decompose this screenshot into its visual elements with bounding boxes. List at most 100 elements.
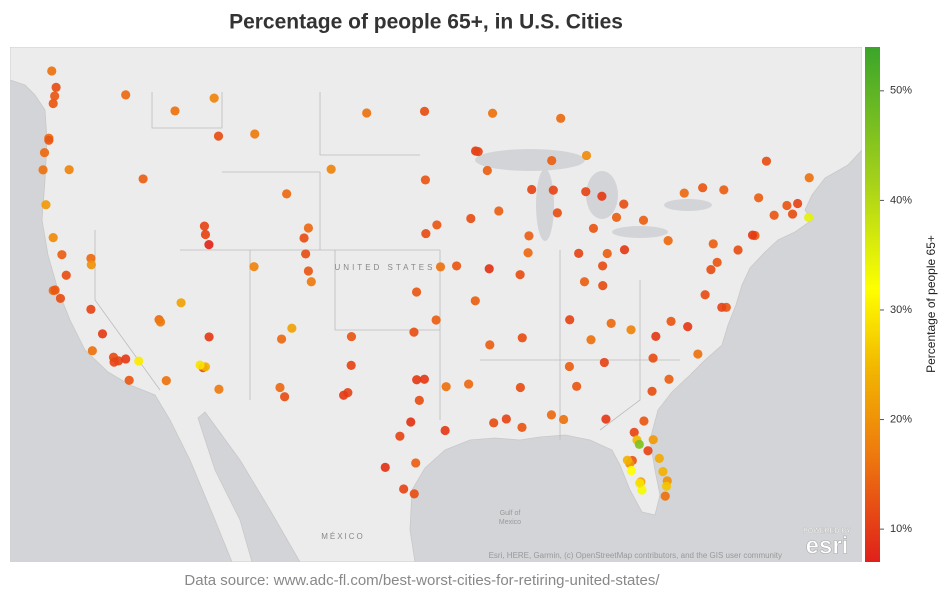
points xyxy=(38,66,814,501)
city-point xyxy=(708,239,718,249)
city-point xyxy=(654,453,664,463)
city-point xyxy=(419,106,430,116)
city-point xyxy=(412,375,422,385)
city-point xyxy=(409,489,419,499)
map-label: MÉXICO xyxy=(321,532,365,541)
city-point xyxy=(523,248,533,258)
city-point xyxy=(787,209,798,219)
city-point xyxy=(769,210,779,220)
city-point xyxy=(466,213,476,224)
city-point xyxy=(619,245,630,255)
colorbar-ticks: 10% 20% 30% 40% 50% xyxy=(880,85,912,535)
city-point xyxy=(626,465,636,476)
city-point xyxy=(619,199,629,209)
city-point xyxy=(204,332,214,342)
city-point xyxy=(339,390,349,400)
city-point xyxy=(651,331,661,341)
city-point xyxy=(666,316,676,326)
city-point xyxy=(598,280,608,291)
city-point xyxy=(804,212,814,222)
city-point xyxy=(635,478,645,488)
city-point xyxy=(121,90,131,100)
city-point xyxy=(134,356,144,366)
city-point xyxy=(648,435,658,445)
city-point xyxy=(113,356,124,366)
city-point xyxy=(698,183,708,193)
city-point xyxy=(97,329,108,339)
city-point xyxy=(61,270,71,280)
city-point xyxy=(39,148,50,158)
city-point xyxy=(301,249,311,259)
city-point xyxy=(421,228,431,239)
city-point xyxy=(121,354,131,364)
lake xyxy=(536,169,554,241)
map-label: Gulf of xyxy=(500,510,521,517)
city-point xyxy=(380,462,390,472)
city-point xyxy=(50,91,60,101)
city-point xyxy=(346,360,356,370)
city-point xyxy=(441,382,451,392)
city-point xyxy=(601,414,611,424)
city-point xyxy=(50,285,60,295)
city-point xyxy=(306,277,316,287)
city-point xyxy=(86,304,96,314)
city-point xyxy=(638,215,649,225)
city-point xyxy=(639,416,649,426)
city-point xyxy=(411,287,422,297)
city-point xyxy=(524,231,534,241)
city-point xyxy=(565,315,575,325)
city-point xyxy=(57,250,67,260)
city-point xyxy=(473,146,483,157)
city-point xyxy=(643,446,653,456)
city-point xyxy=(546,410,557,420)
city-point xyxy=(626,325,636,335)
city-point xyxy=(250,129,260,139)
city-point xyxy=(719,185,729,195)
colorbar-tick-label: 40% xyxy=(890,194,912,206)
city-point xyxy=(161,376,171,386)
city-point xyxy=(611,212,622,222)
colorbar-label: Percentage of people 65+ xyxy=(924,235,938,373)
city-point xyxy=(44,135,54,145)
city-point xyxy=(599,357,609,368)
city-point xyxy=(501,414,511,424)
city-point xyxy=(195,360,205,370)
city-point xyxy=(782,200,792,211)
state-borders xyxy=(94,92,680,440)
city-point xyxy=(648,353,658,363)
city-point xyxy=(482,165,492,176)
city-point xyxy=(414,395,424,405)
city-point xyxy=(515,382,525,393)
city-point xyxy=(431,315,441,325)
city-point xyxy=(586,335,596,345)
city-point xyxy=(155,317,166,327)
city-point xyxy=(411,458,421,468)
city-point xyxy=(634,439,644,449)
city-point xyxy=(597,191,607,201)
city-point xyxy=(548,185,558,195)
city-point xyxy=(761,156,772,166)
city-point xyxy=(406,417,416,427)
city-point xyxy=(409,327,419,337)
city-point xyxy=(706,265,716,275)
city-point xyxy=(395,431,405,441)
city-point xyxy=(399,484,409,494)
source: Data source: www.adc-fl.com/best-worst-c… xyxy=(184,572,660,589)
city-point xyxy=(249,262,259,272)
map-label: UNITED STATES xyxy=(335,263,436,272)
city-point xyxy=(693,349,703,359)
lake xyxy=(475,149,585,171)
city-point xyxy=(138,174,148,184)
city-point xyxy=(303,223,313,233)
city-point xyxy=(326,164,336,174)
city-point xyxy=(303,266,313,276)
attribution: Esri, HERE, Garmin, (c) OpenStreetMap co… xyxy=(489,551,782,560)
city-point xyxy=(38,165,48,175)
basemap: UNITED STATES MÉXICO Gulf of Mexico xyxy=(10,47,862,562)
city-point xyxy=(48,98,58,109)
city-point xyxy=(204,240,214,250)
city-point xyxy=(804,173,814,183)
city-point xyxy=(712,257,722,267)
colorbar-tick-label: 10% xyxy=(890,523,912,535)
